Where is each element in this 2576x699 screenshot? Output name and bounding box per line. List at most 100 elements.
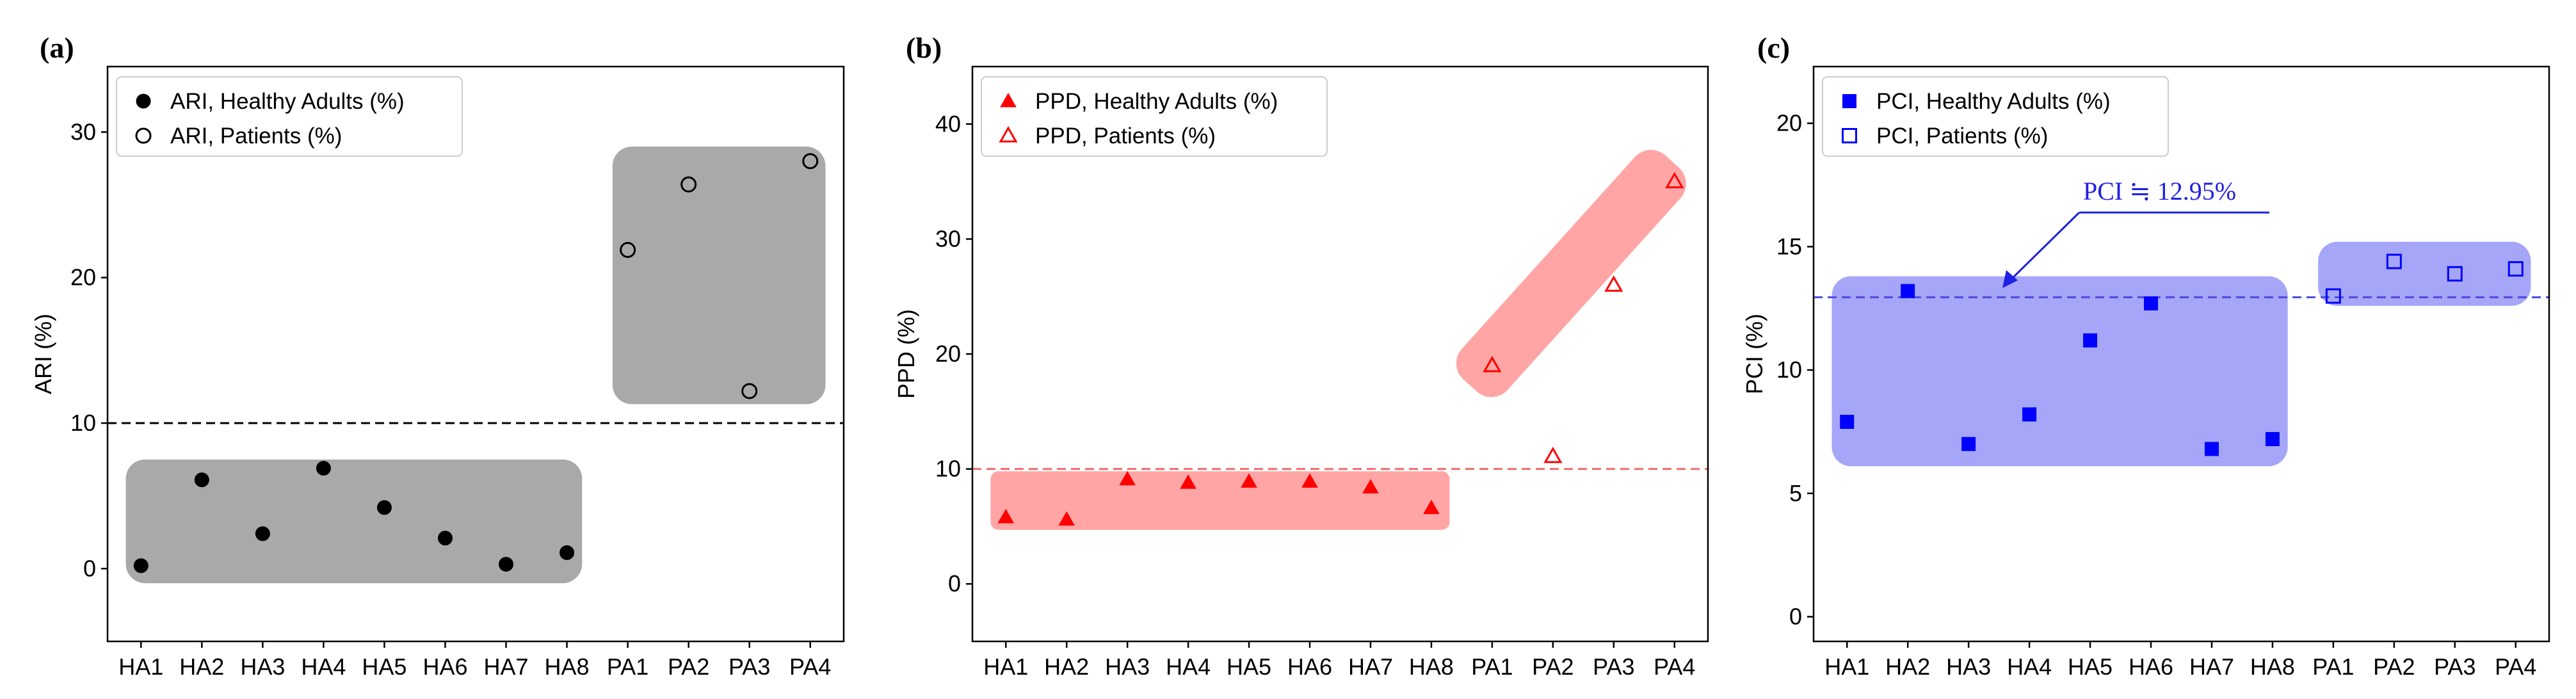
data-point: [680, 176, 697, 193]
x-tick-label: HA2: [1044, 654, 1089, 680]
data-point: [997, 509, 1015, 524]
data-point: [2265, 431, 2280, 446]
x-tick-label: PA4: [1654, 654, 1695, 680]
annotation-text: PCI ≒ 12.95%: [2083, 177, 2236, 205]
x-tick-label: HA4: [1166, 654, 1211, 680]
healthy-region: [125, 459, 583, 584]
data-point: [1483, 355, 1502, 373]
patient-region: [2318, 241, 2531, 306]
legend-entry: PCI, Patients (%): [1876, 124, 2048, 149]
data-point: [499, 557, 514, 572]
x-tick-label: HA5: [362, 654, 407, 680]
data-point: [1301, 473, 1318, 488]
x-tick-label: HA3: [240, 654, 285, 680]
y-tick-label: 20: [70, 264, 96, 291]
data-point: [194, 472, 209, 488]
legend-marker: [1842, 128, 1857, 143]
x-tick-label: HA7: [1348, 654, 1393, 680]
y-tick-label: 40: [935, 111, 961, 137]
healthy-region: [1831, 276, 2288, 467]
y-tick-label: 30: [935, 225, 961, 252]
legend-box: [1822, 76, 2169, 157]
x-tick-label: HA5: [1227, 654, 1271, 680]
data-point: [1119, 470, 1136, 486]
data-point: [1180, 474, 1196, 489]
y-tick-label: 0: [1789, 603, 1802, 629]
data-point: [2508, 261, 2524, 277]
y-axis-label: PPD (%): [893, 309, 919, 399]
x-tick-label: PA1: [1471, 654, 1513, 680]
x-tick-label: PA2: [1532, 654, 1574, 680]
y-tick-label: 10: [70, 410, 96, 436]
x-tick-label: HA5: [2068, 654, 2113, 680]
legend-box: [981, 76, 1328, 157]
data-point: [1423, 499, 1440, 515]
data-point: [2447, 266, 2463, 282]
data-point: [1543, 446, 1563, 463]
legend-entry: ARI, Healthy Adults (%): [170, 89, 405, 114]
legend-entry: PPD, Healthy Adults (%): [1035, 89, 1278, 114]
x-tick-label: PA4: [2495, 654, 2536, 680]
annotation-arrowhead: [2002, 270, 2018, 288]
x-tick-label: PA3: [1593, 654, 1634, 680]
x-tick-label: HA4: [301, 654, 346, 680]
x-tick-label: HA4: [2007, 654, 2052, 680]
data-point: [1058, 511, 1075, 526]
panel-label: (b): [906, 31, 942, 64]
legend-box: [116, 76, 463, 157]
y-tick-label: 20: [935, 341, 961, 367]
y-tick-label: 30: [70, 118, 96, 145]
data-point: [2386, 253, 2402, 269]
data-point: [2144, 296, 2159, 310]
axes-frame: [106, 65, 845, 643]
y-tick-label: 20: [1776, 110, 1802, 136]
x-tick-label: HA2: [179, 654, 224, 680]
data-point: [2325, 288, 2341, 304]
annotation-arrow: [2009, 211, 2081, 282]
data-point: [559, 545, 575, 560]
healthy-region: [990, 471, 1450, 530]
data-point: [316, 460, 331, 476]
data-point: [620, 241, 636, 258]
data-point: [1961, 437, 1976, 451]
x-tick-label: HA8: [2250, 654, 2295, 680]
x-tick-label: HA6: [423, 654, 467, 680]
data-point: [255, 526, 270, 542]
legend-entry: PPD, Patients (%): [1035, 124, 1216, 149]
data-point: [802, 153, 819, 170]
x-tick-label: PA4: [789, 654, 831, 680]
legend-marker: [999, 125, 1018, 143]
panel-a: 0 10 20 30 HA1 HA2 HA3 HA4 HA5 HA6 HA7 HA8 PA1 PA2 PA3…: [30, 31, 845, 680]
data-point: [133, 558, 149, 574]
y-axis-label: PCI (%): [1741, 314, 1767, 394]
data-point: [437, 531, 453, 546]
y-tick-label: 5: [1789, 480, 1802, 506]
y-tick-label: 0: [83, 555, 96, 581]
patient-region: [612, 147, 826, 405]
legend-marker: [135, 127, 152, 144]
data-point: [1604, 275, 1623, 292]
panel-c: 0 5 10 15 20 HA1 HA2 HA3 HA4 HA5 HA6 HA7 HA8 PA1 PA2 PA…: [1741, 31, 2550, 680]
data-point: [741, 383, 758, 399]
data-point: [1665, 172, 1684, 189]
data-point: [1362, 479, 1379, 494]
data-point: [376, 500, 392, 515]
data-point: [2083, 333, 2098, 348]
data-point: [2022, 407, 2037, 422]
legend-marker: [136, 93, 151, 109]
x-tick-label: PA1: [607, 654, 648, 680]
panel-label: (a): [40, 31, 74, 64]
y-tick-label: 0: [948, 570, 961, 597]
legend-marker: [1842, 94, 1856, 108]
y-tick-label: 15: [1776, 233, 1802, 259]
x-tick-label: PA2: [2373, 654, 2415, 680]
patient-region: [1456, 150, 1686, 398]
x-tick-label: HA7: [484, 654, 529, 680]
x-tick-label: PA3: [2434, 654, 2475, 680]
x-tick-label: HA3: [1946, 654, 1991, 680]
data-point: [2204, 442, 2219, 456]
x-tick-label: PA2: [668, 654, 709, 680]
x-tick-label: PA3: [729, 654, 770, 680]
data-point: [1840, 414, 1855, 429]
